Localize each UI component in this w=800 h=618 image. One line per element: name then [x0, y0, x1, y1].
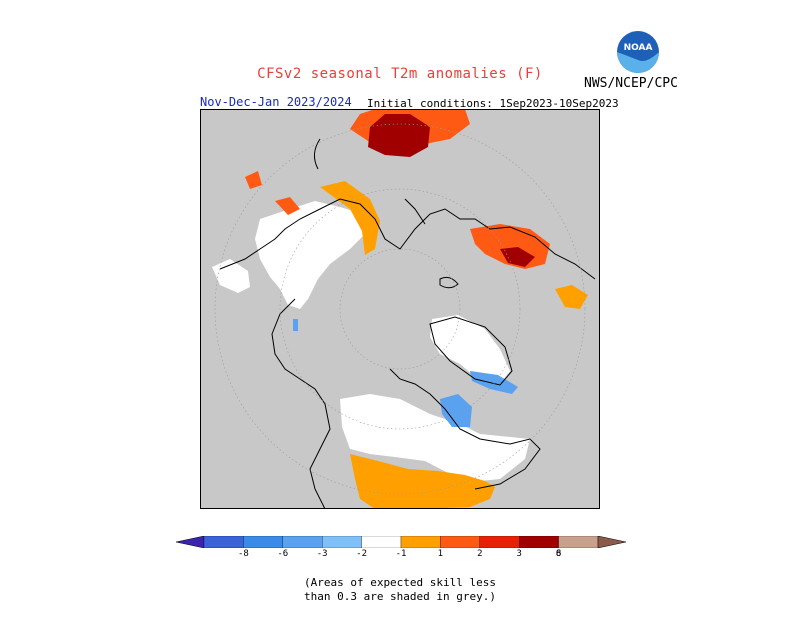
- scale-tick-label: -6: [277, 549, 289, 559]
- white-region-siberia-west: [212, 259, 250, 293]
- scale-box: [440, 536, 480, 548]
- footnote-line-1: (Areas of expected skill less: [303, 576, 497, 589]
- footnote-line-2: than 0.3 are shaded in grey.): [303, 590, 497, 603]
- warm-region-canada: [350, 454, 495, 509]
- scale-box: [361, 536, 402, 548]
- map-title: CFSv2 seasonal T2m anomalies (F): [257, 66, 543, 82]
- scale-tick-label: 8: [555, 549, 562, 559]
- scale-tick-label: 6: [555, 549, 562, 559]
- scale-box: [203, 536, 244, 548]
- hot-region-north-atlantic: [368, 114, 430, 157]
- scale-box: [243, 536, 283, 548]
- scale-arrow-left: [176, 536, 205, 548]
- initial-conditions: Initial conditions: 1Sep2023-10Sep2023: [367, 97, 619, 110]
- warm-region-nw: [275, 197, 300, 215]
- scale-box: [479, 536, 520, 548]
- scale-tick-label: -8: [237, 549, 249, 559]
- scale-tick-label: 3: [516, 549, 522, 559]
- warm-region-nw-2: [245, 171, 262, 189]
- white-region-canada-north: [430, 315, 510, 384]
- scale-arrow-right: [597, 536, 626, 548]
- anomaly-map: [200, 109, 600, 509]
- scale-tick-label: -1: [395, 549, 407, 559]
- scale-tick-label: -3: [316, 549, 328, 559]
- agency-label: NWS/NCEP/CPC: [584, 76, 678, 91]
- cool-region-1: [440, 394, 472, 427]
- scale-box: [400, 536, 441, 548]
- hot-region-barents: [500, 247, 535, 267]
- cool-region-2: [470, 371, 518, 394]
- scale-box: [282, 536, 323, 548]
- scale-box: [322, 536, 362, 548]
- white-region-canada-south: [340, 394, 530, 481]
- logo-text: NOAA: [624, 43, 653, 53]
- coastlines: [219, 138, 596, 509]
- noaa-logo: NOAA: [617, 31, 659, 73]
- white-region-siberia: [255, 201, 365, 309]
- scale-box: [558, 536, 599, 548]
- scale-box: [519, 536, 559, 548]
- scale-tick-label: -2: [356, 549, 368, 559]
- map-frame: [200, 109, 600, 509]
- warm-region-alaska: [320, 181, 380, 255]
- color-scale-bar: [176, 536, 626, 548]
- forecast-period: Nov-Dec-Jan 2023/2024: [200, 95, 352, 109]
- scale-tick-label: 2: [477, 549, 483, 559]
- scale-tick-label: 1: [437, 549, 444, 559]
- skill-footnote: (Areas of expected skill less than 0.3 a…: [300, 576, 500, 604]
- warm-region-east-siberia: [555, 285, 588, 309]
- graticule: [214, 123, 586, 495]
- cool-region-3: [293, 319, 298, 331]
